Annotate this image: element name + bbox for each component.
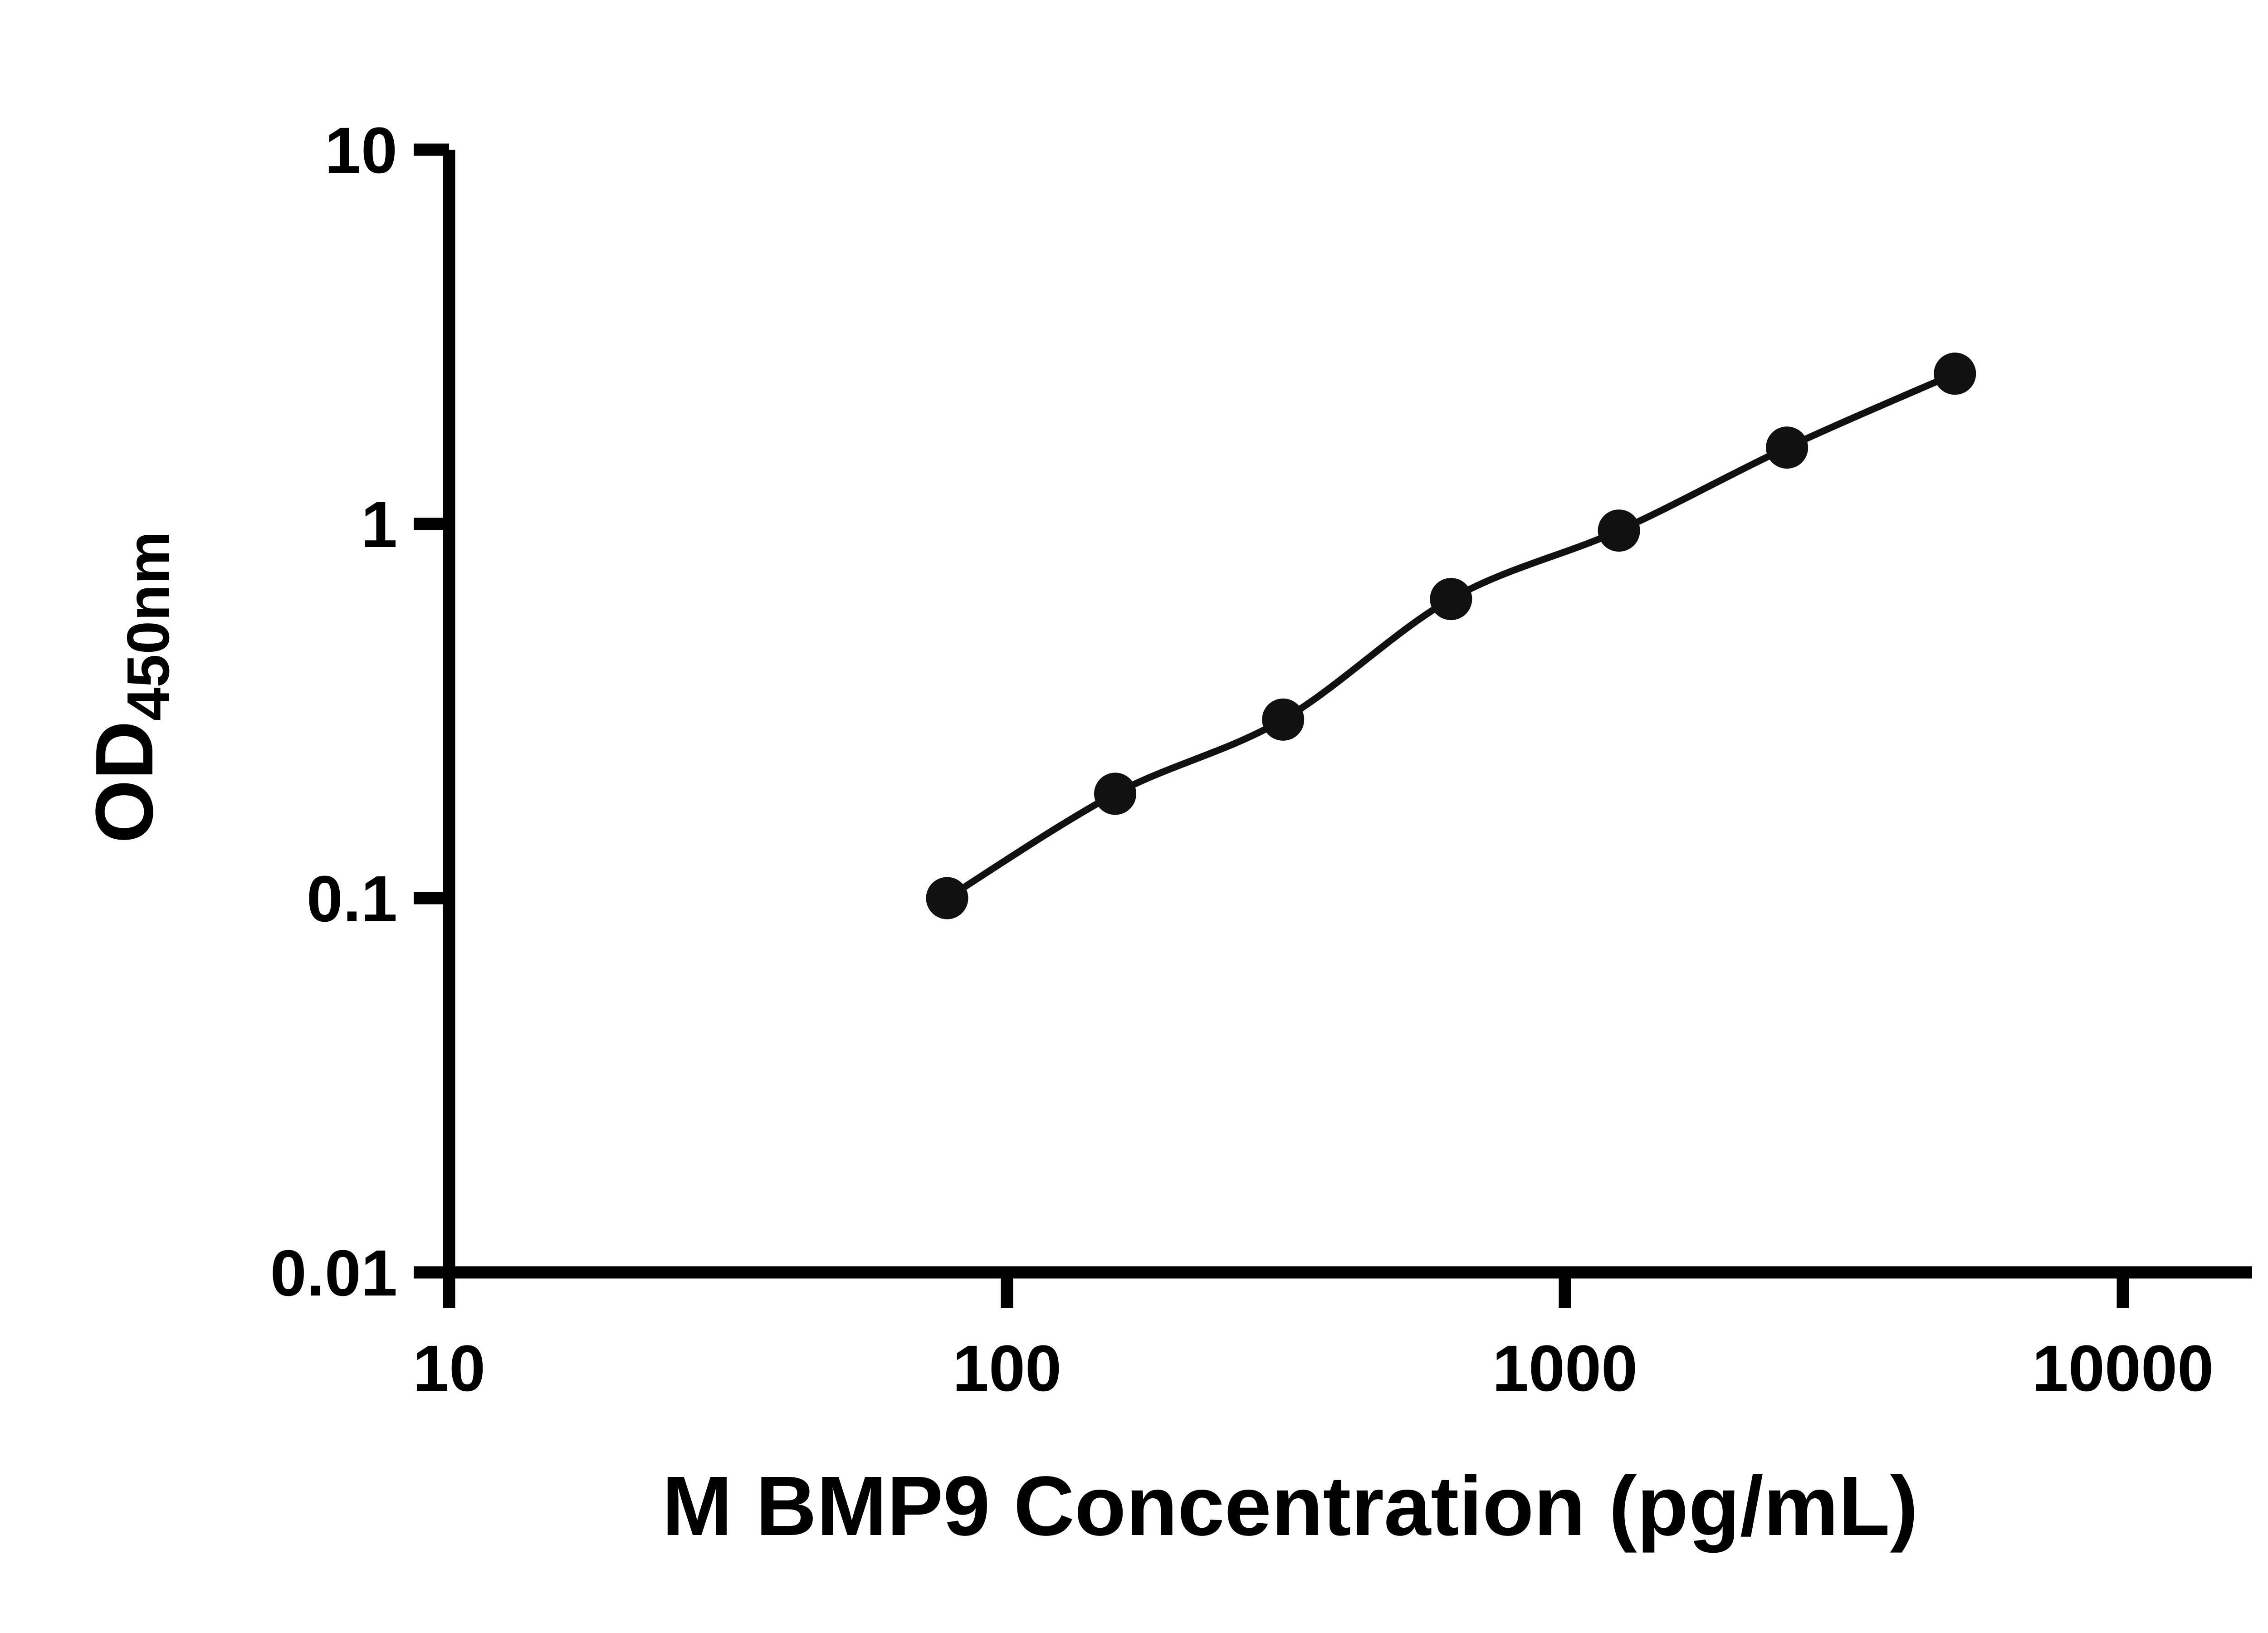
data-point (1094, 772, 1136, 815)
data-point (1598, 509, 1640, 552)
y-axis-title-subscript: 450nm (115, 531, 181, 721)
y-tick-label: 0.1 (307, 862, 397, 935)
y-axis-title: OD450nm (79, 531, 181, 843)
x-axis-title: M BMP9 Concentration (pg/mL) (662, 1459, 1918, 1553)
y-axis-tick-labels: 10 1 0.1 0.01 (270, 114, 397, 1310)
x-axis-ticks (443, 1272, 2129, 1308)
x-tick-label: 100 (953, 1332, 1061, 1405)
y-tick-label: 10 (325, 114, 397, 187)
x-tick-label: 10 (413, 1332, 485, 1405)
y-axis-title-main: OD (79, 721, 170, 843)
data-point (1934, 352, 1976, 395)
y-tick-label: 1 (361, 488, 397, 561)
data-point (1430, 578, 1472, 621)
axis-lines (443, 150, 2252, 1279)
x-axis-tick-labels: 10 100 1000 10000 (413, 1332, 2214, 1405)
plot-series (926, 352, 1976, 919)
data-point (1262, 698, 1305, 741)
data-point (1766, 426, 1809, 469)
x-tick-label: 10000 (2032, 1332, 2214, 1405)
y-tick-label: 0.01 (270, 1237, 397, 1310)
data-point (926, 877, 968, 919)
x-tick-label: 1000 (1492, 1332, 1637, 1405)
